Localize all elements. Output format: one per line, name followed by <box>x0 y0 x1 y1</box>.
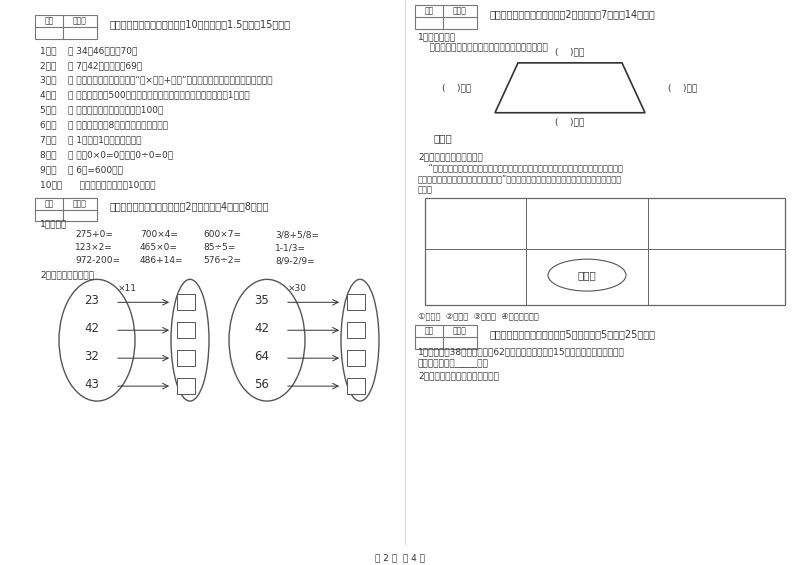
Text: (    )毫米: ( )毫米 <box>668 83 698 92</box>
Text: (    )毫米: ( )毫米 <box>555 47 585 56</box>
Text: 量出每条边的长度，以毫米为单位，并计算周长。: 量出每条边的长度，以毫米为单位，并计算周长。 <box>418 43 548 52</box>
Text: 2．根据图片中的内容写算待题。: 2．根据图片中的内容写算待题。 <box>418 371 499 380</box>
Text: 42: 42 <box>85 322 99 335</box>
Text: 6．（    ） 一个两位数兩8，积一定也是两位数。: 6．（ ） 一个两位数兩8，积一定也是两位数。 <box>40 121 168 130</box>
Text: 1-1/3=: 1-1/3= <box>275 244 306 253</box>
Text: 边是男装区，男装区的南边是女装区。”。根据以上的描述请你把服装城的序号标在适当的位: 边是男装区，男装区的南边是女装区。”。根据以上的描述请你把服装城的序号标在适当的… <box>418 175 622 184</box>
Text: 得分: 得分 <box>44 199 54 208</box>
Bar <box>347 294 365 310</box>
Text: 评卷人: 评卷人 <box>73 16 87 25</box>
Text: 四、看清题目，细心计算（共2小题，每题4分，共8分）。: 四、看清题目，细心计算（共2小题，每题4分，共8分）。 <box>110 202 270 211</box>
Text: 评卷人: 评卷人 <box>453 6 467 15</box>
Text: (    )毫米: ( )毫米 <box>555 118 585 127</box>
Text: 1．动手操作。: 1．动手操作。 <box>418 32 456 41</box>
Text: 得分: 得分 <box>424 327 434 336</box>
Text: 5．（    ） 两个面积单位之间的进率是100。: 5．（ ） 两个面积单位之间的进率是100。 <box>40 106 163 115</box>
Text: 8．（    ） 因为0×0=0，所以0÷0=0。: 8．（ ） 因为0×0=0，所以0÷0=0。 <box>40 151 173 160</box>
Text: 答：一共需要花_____元。: 答：一共需要花_____元。 <box>418 359 489 368</box>
Text: 1．一个排瑤38元，一个篹瑤62元。如果每种球各戗15个，一共需要花多少錢？: 1．一个排瑤38元，一个篹瑤62元。如果每种球各戗15个，一共需要花多少錢？ <box>418 347 625 356</box>
Text: 85÷5=: 85÷5= <box>203 244 235 253</box>
Bar <box>35 198 97 221</box>
Text: 2．仔细观察，认真填空。: 2．仔细观察，认真填空。 <box>418 153 482 162</box>
Bar <box>425 198 785 305</box>
Bar <box>415 325 477 349</box>
Text: ①童装区  ②男装区  ③女装区  ④中老年服装区: ①童装区 ②男装区 ③女装区 ④中老年服装区 <box>418 311 538 320</box>
Text: 五、认真思考，综合能力（共2小题，每题7分，共14分）。: 五、认真思考，综合能力（共2小题，每题7分，共14分）。 <box>490 9 656 19</box>
Text: 2．算一算，填一填。: 2．算一算，填一填。 <box>40 271 94 279</box>
Text: 4．（    ） 小明家离学校500米，他每天上学、回家，一个来回一共要走1千米。: 4．（ ） 小明家离学校500米，他每天上学、回家，一个来回一共要走1千米。 <box>40 91 250 100</box>
Text: ×11: ×11 <box>118 284 137 293</box>
Bar <box>347 378 365 394</box>
Text: 三、仔细推敲，正确判断（共10小题，每题1.5分，共15分）。: 三、仔细推敲，正确判断（共10小题，每题1.5分，共15分）。 <box>110 19 291 29</box>
Text: 7．（    ） 1吨鐵与1吨棉花一样重。: 7．（ ） 1吨鐵与1吨棉花一样重。 <box>40 136 142 145</box>
Text: 576÷2=: 576÷2= <box>203 257 241 266</box>
Text: 56: 56 <box>254 378 270 391</box>
Text: 得分: 得分 <box>44 16 54 25</box>
Text: 42: 42 <box>254 322 270 335</box>
Bar <box>177 350 195 366</box>
Text: 972-200=: 972-200= <box>75 257 120 266</box>
Text: 486+14=: 486+14= <box>140 257 183 266</box>
Text: 得分: 得分 <box>424 6 434 15</box>
Text: 10．（      ）小明家客厅面积是10公顿。: 10．（ ）小明家客厅面积是10公顿。 <box>40 181 155 190</box>
Text: 64: 64 <box>254 350 270 363</box>
Text: 评卷人: 评卷人 <box>453 327 467 336</box>
Text: (    )毫米: ( )毫米 <box>442 83 472 92</box>
Text: 23: 23 <box>85 294 99 307</box>
Text: 假山石: 假山石 <box>578 270 596 280</box>
Text: 1．口算：: 1．口算： <box>40 219 67 228</box>
Text: 置上。: 置上。 <box>418 185 433 194</box>
Bar <box>177 378 195 394</box>
Text: 8/9-2/9=: 8/9-2/9= <box>275 257 314 266</box>
Text: 周长：: 周长： <box>433 133 452 143</box>
Text: 六、活用知识，解决问题（共5小题，每题5分，共25分）。: 六、活用知识，解决问题（共5小题，每题5分，共25分）。 <box>490 329 656 339</box>
Text: 3．（    ） 有余数除法的验算方法是“商×除数+余数”，看得到的结果是否与被除数相等。: 3．（ ） 有余数除法的验算方法是“商×除数+余数”，看得到的结果是否与被除数相… <box>40 76 273 85</box>
Text: 第 2 页  共 4 页: 第 2 页 共 4 页 <box>375 554 425 563</box>
Text: 275+0=: 275+0= <box>75 231 113 240</box>
Text: 123×2=: 123×2= <box>75 244 113 253</box>
Bar <box>35 15 97 39</box>
Text: 评卷人: 评卷人 <box>73 199 87 208</box>
Text: 1．（    ） 34与46的和是70。: 1．（ ） 34与46的和是70。 <box>40 46 138 55</box>
Text: 700×4=: 700×4= <box>140 231 178 240</box>
Text: 43: 43 <box>85 378 99 391</box>
Text: 9．（    ） 6分=600秒。: 9．（ ） 6分=600秒。 <box>40 166 123 175</box>
Text: 35: 35 <box>254 294 270 307</box>
Text: 32: 32 <box>85 350 99 363</box>
Bar <box>177 322 195 338</box>
Bar <box>177 294 195 310</box>
Bar <box>347 350 365 366</box>
Text: 600×7=: 600×7= <box>203 231 241 240</box>
Text: 2．（    ） 7个42相加的和是69。: 2．（ ） 7个42相加的和是69。 <box>40 61 142 70</box>
Text: ×30: ×30 <box>287 284 306 293</box>
Text: “走进服装城大门，正北面是假山石和童装区，假山的东面是中老年服装区，假山的西北: “走进服装城大门，正北面是假山石和童装区，假山的东面是中老年服装区，假山的西北 <box>418 164 623 173</box>
Bar <box>415 5 477 29</box>
Bar <box>347 322 365 338</box>
Text: 3/8+5/8=: 3/8+5/8= <box>275 231 319 240</box>
Text: 465×0=: 465×0= <box>140 244 178 253</box>
